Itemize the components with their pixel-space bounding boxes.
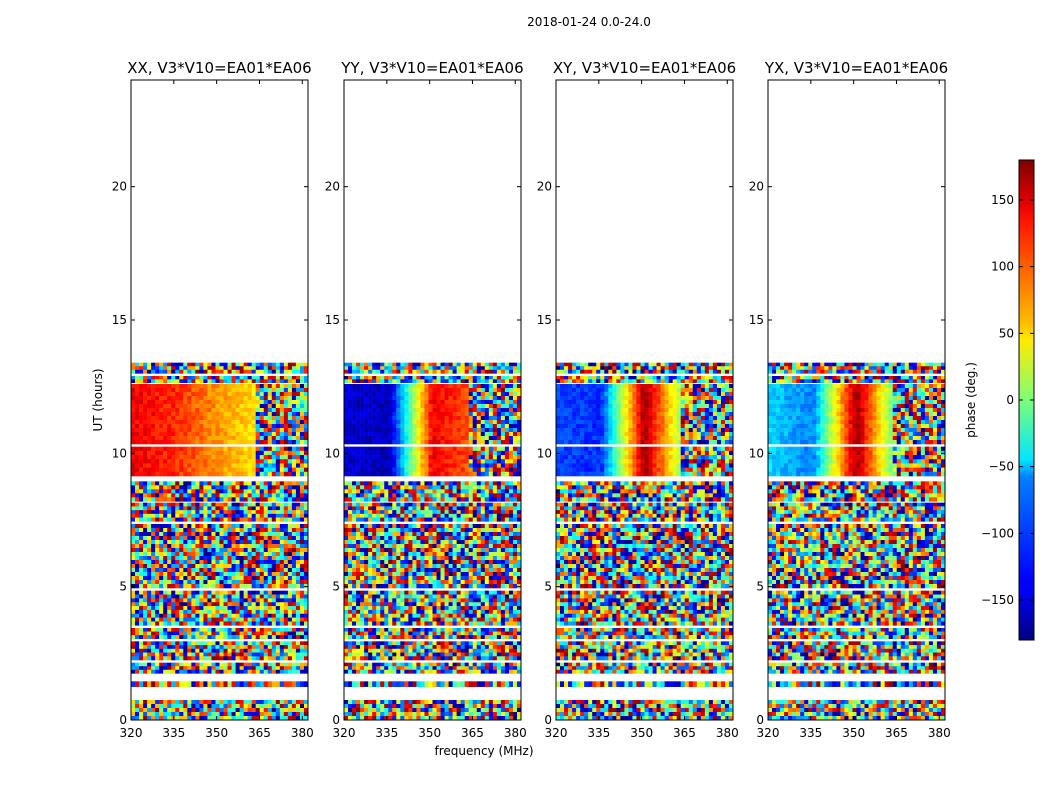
y-tick-label: 20 <box>325 180 340 194</box>
y-tick-label: 15 <box>749 313 764 327</box>
panel-2: YY, V3*V10=EA01*EA06 320 335 350 365 380 0 5 10 1… <box>325 59 527 740</box>
panel-3-title: XY, V3*V10=EA01*EA06 <box>553 59 736 77</box>
y-tick-label: 10 <box>749 446 764 460</box>
panel-2-heatmap <box>344 362 521 720</box>
colorbar-tick-label: 0 <box>1006 393 1014 407</box>
panel-3-heatmap <box>556 362 733 720</box>
y-tick-label: 0 <box>332 713 340 727</box>
panel-4-title: YX, V3*V10=EA01*EA06 <box>764 59 948 77</box>
x-tick-label: 365 <box>673 726 696 740</box>
y-tick-label: 5 <box>119 580 127 594</box>
y-tick-label: 20 <box>112 180 127 194</box>
y-tick-label: 10 <box>537 446 552 460</box>
x-tick-label: 335 <box>587 726 610 740</box>
x-tick-label: 365 <box>248 726 271 740</box>
x-axis-label: frequency (MHz) <box>434 744 533 758</box>
colorbar-tick-label: 150 <box>991 193 1014 207</box>
x-tick-label: 335 <box>162 726 185 740</box>
x-tick-label: 380 <box>716 726 739 740</box>
y-tick-label: 0 <box>756 713 764 727</box>
panel-3-frame <box>555 79 734 721</box>
x-tick-label: 320 <box>545 726 568 740</box>
y-axis-label: UT (hours) <box>91 368 105 431</box>
y-tick-label: 0 <box>119 713 127 727</box>
colorbar-label: phase (deg.) <box>964 362 978 438</box>
colorbar-tick-label: −150 <box>981 593 1014 607</box>
figure-suptitle: 2018-01-24 0.0-24.0 <box>527 15 651 29</box>
y-tick-label: 20 <box>537 180 552 194</box>
y-tick-label: 5 <box>756 580 764 594</box>
x-tick-label: 350 <box>205 726 228 740</box>
x-tick-label: 335 <box>375 726 398 740</box>
colorbar-ticks: 150 100 50 0 −50 −100 −150 <box>981 193 1034 607</box>
panel-4: YX, V3*V10=EA01*EA06 320 335 350 365 380 0 5 10 1… <box>749 59 951 740</box>
y-tick-label: 0 <box>544 713 552 727</box>
colorbar-tick-label: 100 <box>991 260 1014 274</box>
panel-1-frame <box>130 79 309 721</box>
panel-2-frame <box>343 79 522 721</box>
y-tick-label: 5 <box>544 580 552 594</box>
x-tick-label: 350 <box>418 726 441 740</box>
panel-1: XX, V3*V10=EA01*EA06 320 335 350 365 380 0 5 10 1… <box>112 59 314 740</box>
x-tick-label: 365 <box>461 726 484 740</box>
panel-4-heatmap <box>768 362 945 720</box>
x-tick-label: 320 <box>120 726 143 740</box>
x-tick-label: 335 <box>799 726 822 740</box>
y-tick-label: 10 <box>112 446 127 460</box>
y-tick-label: 10 <box>325 446 340 460</box>
panel-3: XY, V3*V10=EA01*EA06 320 335 350 365 380 0 5 10 1… <box>537 59 739 740</box>
x-tick-label: 350 <box>842 726 865 740</box>
x-tick-label: 380 <box>291 726 314 740</box>
panel-1-heatmap <box>131 362 308 720</box>
colorbar-tick-label: −100 <box>981 526 1014 540</box>
panel-1-title: XX, V3*V10=EA01*EA06 <box>127 59 311 77</box>
y-tick-label: 15 <box>537 313 552 327</box>
x-tick-label: 350 <box>630 726 653 740</box>
y-tick-label: 20 <box>749 180 764 194</box>
x-tick-label: 380 <box>504 726 527 740</box>
colorbar-tick-label: −50 <box>989 460 1014 474</box>
x-tick-label: 380 <box>928 726 951 740</box>
panel-4-frame <box>767 79 946 721</box>
y-tick-label: 15 <box>112 313 127 327</box>
colorbar-tick-label: 50 <box>999 326 1014 340</box>
x-tick-label: 365 <box>885 726 908 740</box>
y-tick-label: 15 <box>325 313 340 327</box>
y-tick-label: 5 <box>332 580 340 594</box>
panel-2-title: YY, V3*V10=EA01*EA06 <box>340 59 523 77</box>
x-tick-label: 320 <box>757 726 780 740</box>
panels-group: XX, V3*V10=EA01*EA06 320 335 350 365 380 0 5 10 1… <box>112 59 951 740</box>
x-tick-label: 320 <box>333 726 356 740</box>
colorbar: 150 100 50 0 −50 −100 −150 phase (deg.) <box>964 159 1035 641</box>
